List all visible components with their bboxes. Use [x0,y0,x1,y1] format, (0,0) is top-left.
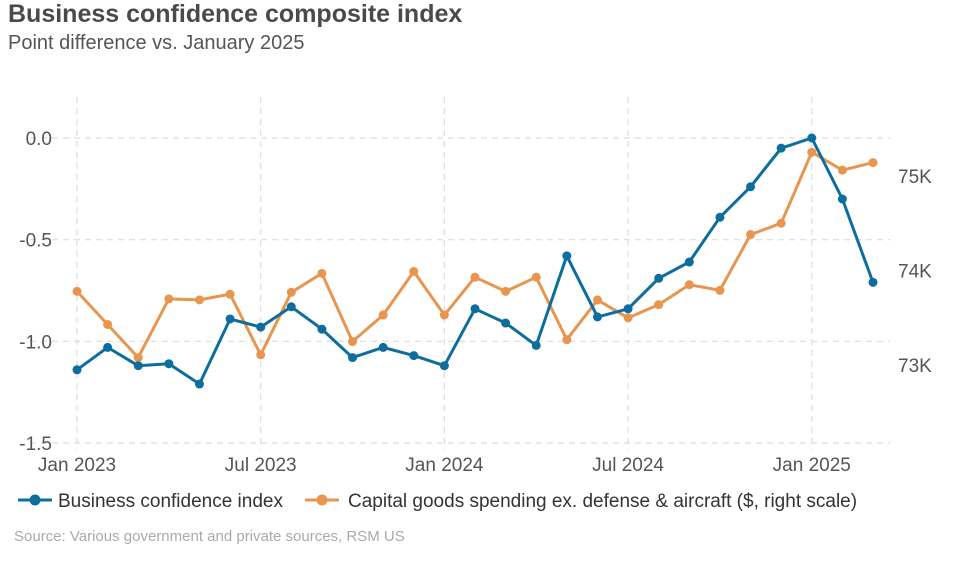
data-point [72,365,82,375]
data-point [654,273,664,283]
data-point [409,351,419,361]
x-tick-label: Jan 2023 [38,455,116,476]
legend-item: Business confidence index [18,491,283,512]
chart-svg: 0.0 -0.5 -1.0 -1.5 75K 74K 73K Jan 2023 Jul 20… [18,97,932,512]
data-point [439,310,449,320]
right-axis: 75K 74K 73K [898,167,932,377]
right-tick-label: 73K [898,356,932,377]
legend: Business confidence index Capital goods s… [18,491,857,512]
legend-swatch-dot [29,494,41,506]
x-tick-label: Jul 2023 [225,455,297,476]
data-point [286,302,296,312]
data-point [531,272,541,282]
data-point [409,266,419,276]
data-point [776,143,786,153]
data-point [684,257,694,267]
data-point [103,342,113,352]
legend-label: Business confidence index [58,491,283,512]
right-tick-label: 75K [898,167,932,188]
data-point [194,379,204,389]
x-tick-label: Jan 2025 [773,455,851,476]
series-capital-goods [72,147,878,363]
data-point [286,287,296,297]
data-point [164,359,174,369]
data-point [317,268,327,278]
data-point [256,350,266,360]
data-point [103,319,113,329]
series-line [76,136,875,386]
data-point [776,218,786,228]
left-tick-label: -1.5 [19,434,52,455]
data-point [746,230,756,240]
data-point [715,285,725,295]
data-point [562,251,572,261]
right-tick-label: 74K [898,262,932,283]
data-point [654,300,664,310]
data-point [439,361,449,371]
data-point [470,304,480,314]
gridlines [30,97,890,450]
series-business-confidence [72,133,878,389]
chart-title: Business confidence composite index [8,0,463,28]
data-point [623,313,633,323]
data-point [348,337,358,347]
data-point [164,294,174,304]
data-point [133,353,143,363]
chart-subtitle: Point difference vs. January 2025 [8,32,305,54]
data-point [623,304,633,314]
data-point [501,286,511,296]
data-point [225,314,235,324]
data-point [194,295,204,305]
x-tick-label: Jul 2024 [592,455,664,476]
data-point [225,289,235,299]
legend-label: Capital goods spending ex. defense & air… [348,491,857,512]
x-axis: Jan 2023 Jul 2023 Jan 2024 Jul 2024 Jan 2025 [38,455,851,476]
data-point [746,182,756,192]
data-point [807,133,817,143]
legend-swatch-dot [316,494,328,506]
data-point [256,322,266,332]
data-point [133,361,143,371]
left-tick-label: -1.0 [19,332,52,353]
data-point [684,280,694,290]
data-point [470,272,480,282]
data-point [592,295,602,305]
data-point [715,212,725,222]
data-point [868,158,878,168]
x-tick-label: Jan 2024 [405,455,484,476]
data-point [317,324,327,334]
data-point [837,165,847,175]
data-point [348,353,358,363]
data-point [378,310,388,320]
left-tick-label: 0.0 [26,129,52,150]
data-point [501,318,511,328]
left-axis: 0.0 -0.5 -1.0 -1.5 [19,129,52,455]
data-point [378,342,388,352]
data-point [72,286,82,296]
data-point [868,277,878,287]
data-point [562,335,572,345]
legend-item: Capital goods spending ex. defense & air… [305,491,857,512]
left-tick-label: -0.5 [19,231,52,252]
data-point [592,312,602,322]
data-point [531,340,541,350]
data-point [807,147,817,157]
source-note: Source: Various government and private s… [14,528,405,545]
series-layer [72,133,878,389]
data-point [837,194,847,204]
